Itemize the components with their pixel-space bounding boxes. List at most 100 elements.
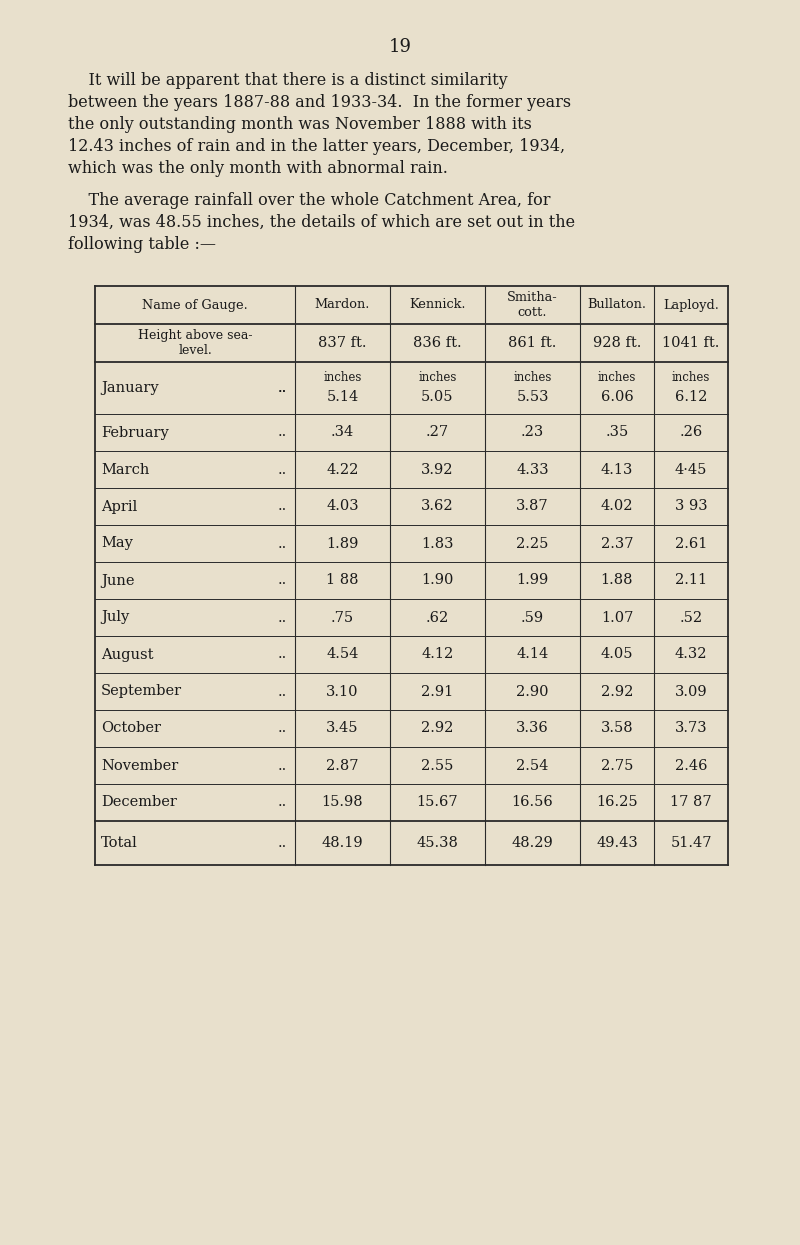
Text: ..: .. [278, 685, 287, 698]
Text: ..: .. [278, 835, 287, 850]
Text: 3.45: 3.45 [326, 722, 358, 736]
Text: 2.91: 2.91 [422, 685, 454, 698]
Text: 4·45: 4·45 [675, 462, 707, 477]
Text: .62: .62 [426, 610, 449, 625]
Text: inches: inches [418, 371, 457, 385]
Text: .59: .59 [521, 610, 544, 625]
Text: 2.87: 2.87 [326, 758, 358, 772]
Text: 6.12: 6.12 [675, 391, 707, 405]
Text: .26: .26 [679, 426, 702, 439]
Text: 3.36: 3.36 [516, 722, 549, 736]
Text: 45.38: 45.38 [417, 835, 458, 850]
Text: inches: inches [672, 371, 710, 385]
Text: 2.90: 2.90 [516, 685, 549, 698]
Text: 4.14: 4.14 [516, 647, 549, 661]
Text: ..: .. [278, 462, 287, 477]
Text: 2.75: 2.75 [601, 758, 633, 772]
Text: Mardon.: Mardon. [315, 299, 370, 311]
Text: 2.46: 2.46 [674, 758, 707, 772]
Text: 4.02: 4.02 [601, 499, 634, 513]
Text: which was the only month with abnormal rain.: which was the only month with abnormal r… [68, 161, 448, 177]
Text: 2.54: 2.54 [516, 758, 549, 772]
Text: 6.06: 6.06 [601, 391, 634, 405]
Text: ..: .. [278, 758, 287, 772]
Text: 3.10: 3.10 [326, 685, 358, 698]
Text: .27: .27 [426, 426, 449, 439]
Text: 1041 ft.: 1041 ft. [662, 336, 720, 350]
Text: July: July [101, 610, 130, 625]
Text: ..: .. [278, 722, 287, 736]
Text: 48.29: 48.29 [512, 835, 554, 850]
Text: 15.67: 15.67 [417, 796, 458, 809]
Text: 1.99: 1.99 [516, 574, 549, 588]
Text: 5.53: 5.53 [516, 391, 549, 405]
Text: ..: .. [278, 426, 287, 439]
Text: 5.14: 5.14 [326, 391, 358, 405]
Text: 4.13: 4.13 [601, 462, 633, 477]
Text: 861 ft.: 861 ft. [508, 336, 557, 350]
Text: 12.43 inches of rain and in the latter years, December, 1934,: 12.43 inches of rain and in the latter y… [68, 138, 565, 154]
Text: 4.05: 4.05 [601, 647, 634, 661]
Text: 48.19: 48.19 [322, 835, 363, 850]
Text: September: September [101, 685, 182, 698]
Text: 3.92: 3.92 [422, 462, 454, 477]
Text: the only outstanding month was November 1888 with its: the only outstanding month was November … [68, 116, 532, 133]
Text: .35: .35 [606, 426, 629, 439]
Text: Smitha-
cott.: Smitha- cott. [507, 291, 558, 319]
Text: 1.07: 1.07 [601, 610, 633, 625]
Text: ..: .. [278, 610, 287, 625]
Text: Laployd.: Laployd. [663, 299, 719, 311]
Text: 49.43: 49.43 [596, 835, 638, 850]
Text: May: May [101, 537, 133, 550]
Text: 16.56: 16.56 [512, 796, 554, 809]
Text: 1934, was 48.55 inches, the details of which are set out in the: 1934, was 48.55 inches, the details of w… [68, 214, 575, 232]
Text: between the years 1887-88 and 1933-34.  In the former years: between the years 1887-88 and 1933-34. I… [68, 95, 571, 111]
Text: 1.89: 1.89 [326, 537, 358, 550]
Text: It will be apparent that there is a distinct similarity: It will be apparent that there is a dist… [68, 72, 508, 88]
Text: 16.25: 16.25 [596, 796, 638, 809]
Text: 1.83: 1.83 [422, 537, 454, 550]
Text: 4.32: 4.32 [674, 647, 707, 661]
Text: 2.37: 2.37 [601, 537, 634, 550]
Text: .23: .23 [521, 426, 544, 439]
Text: ..: .. [278, 381, 287, 395]
Text: 51.47: 51.47 [670, 835, 712, 850]
Text: 928 ft.: 928 ft. [593, 336, 641, 350]
Text: April: April [101, 499, 138, 513]
Text: ..: .. [278, 796, 287, 809]
Text: 2.92: 2.92 [601, 685, 633, 698]
Text: August: August [101, 647, 154, 661]
Text: 15.98: 15.98 [322, 796, 363, 809]
Text: 837 ft.: 837 ft. [318, 336, 366, 350]
Text: Name of Gauge.: Name of Gauge. [142, 299, 248, 311]
Text: ..: .. [278, 499, 287, 513]
Text: ..: .. [278, 574, 287, 588]
Text: ..: .. [278, 381, 287, 395]
Text: ..: .. [278, 647, 287, 661]
Text: 4.03: 4.03 [326, 499, 359, 513]
Text: 17 87: 17 87 [670, 796, 712, 809]
Text: 1 88: 1 88 [326, 574, 358, 588]
Text: following table :—: following table :— [68, 237, 216, 253]
Text: 4.22: 4.22 [326, 462, 358, 477]
Text: 2.55: 2.55 [422, 758, 454, 772]
Text: 3.73: 3.73 [674, 722, 707, 736]
Text: 19: 19 [389, 39, 411, 56]
Text: 2.61: 2.61 [675, 537, 707, 550]
Text: October: October [101, 722, 161, 736]
Text: Bullaton.: Bullaton. [587, 299, 646, 311]
Text: November: November [101, 758, 178, 772]
Text: inches: inches [598, 371, 636, 385]
Text: 836 ft.: 836 ft. [413, 336, 462, 350]
Text: December: December [101, 796, 177, 809]
Text: 3.62: 3.62 [421, 499, 454, 513]
Text: 2.11: 2.11 [675, 574, 707, 588]
Text: 4.54: 4.54 [326, 647, 358, 661]
Text: Total: Total [101, 835, 138, 850]
Text: inches: inches [323, 371, 362, 385]
Text: Height above sea-
level.: Height above sea- level. [138, 329, 252, 357]
Text: March: March [101, 462, 150, 477]
Text: January: January [101, 381, 158, 395]
Text: 5.05: 5.05 [422, 391, 454, 405]
Text: 1.90: 1.90 [422, 574, 454, 588]
